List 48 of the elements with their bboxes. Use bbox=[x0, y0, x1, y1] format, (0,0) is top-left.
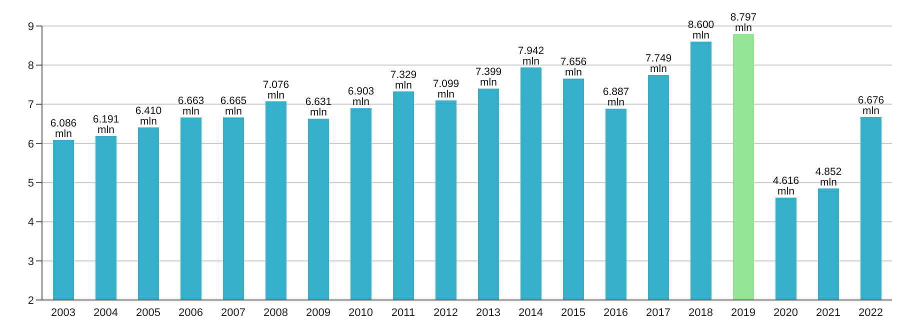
y-tick-label: 5 bbox=[28, 177, 34, 190]
x-tick-label: 2005 bbox=[136, 306, 160, 319]
x-tick-label: 2009 bbox=[306, 306, 330, 319]
x-tick-label: 2014 bbox=[518, 306, 543, 319]
x-tick-label: 2004 bbox=[94, 306, 118, 319]
x-tick-label: 2011 bbox=[391, 306, 416, 319]
y-tick-label: 2 bbox=[28, 294, 34, 307]
data-label: 6.676 mln bbox=[858, 94, 884, 117]
y-tick-label: 7 bbox=[28, 99, 34, 112]
data-label: 7.399 mln bbox=[475, 66, 502, 89]
data-label: 7.329 mln bbox=[390, 68, 417, 92]
x-tick-label: 2017 bbox=[646, 306, 670, 319]
x-tick-label: 2010 bbox=[348, 306, 373, 319]
data-label: 6.665 mln bbox=[220, 94, 247, 118]
data-label: 7.656 mln bbox=[560, 56, 587, 79]
y-tick-label: 9 bbox=[28, 20, 34, 33]
x-tick-label: 2013 bbox=[476, 306, 500, 319]
x-tick-label: 2016 bbox=[604, 306, 628, 319]
x-tick-label: 2020 bbox=[774, 306, 798, 319]
data-label: 4.852 mln bbox=[815, 166, 842, 188]
x-tick-label: 2019 bbox=[731, 306, 756, 319]
data-label: 6.410 mln bbox=[135, 104, 162, 128]
y-tick-label: 6 bbox=[28, 138, 34, 150]
y-tick-label: 8 bbox=[28, 60, 34, 72]
x-tick-label: 2021 bbox=[816, 306, 840, 319]
data-label: 6.663 mln bbox=[178, 94, 204, 118]
data-label: 8.797 mln bbox=[730, 11, 757, 34]
data-label: 7.749 mln bbox=[645, 52, 672, 75]
data-label: 6.903 mln bbox=[348, 86, 374, 108]
x-tick-label: 2006 bbox=[178, 306, 203, 319]
y-tick-label: 3 bbox=[28, 256, 34, 268]
x-tick-label: 2003 bbox=[51, 306, 76, 319]
x-tick-label: 2007 bbox=[221, 306, 246, 319]
data-label: 7.942 mln bbox=[518, 44, 544, 68]
data-label: 6.191 mln bbox=[92, 113, 120, 136]
data-label: 6.086 mln bbox=[50, 118, 77, 140]
x-tick-label: 2018 bbox=[688, 306, 713, 319]
data-label: 7.076 mln bbox=[262, 78, 290, 102]
data-label: 4.616 mln bbox=[772, 175, 800, 198]
x-tick-label: 2022 bbox=[858, 306, 883, 319]
data-label: 7.099 mln bbox=[432, 78, 460, 100]
data-label: 6.631 mln bbox=[305, 96, 332, 119]
x-tick-label: 2012 bbox=[434, 306, 458, 319]
y-tick-label: 4 bbox=[28, 216, 34, 229]
x-tick-label: 2008 bbox=[264, 306, 288, 319]
data-label: 8.600 mln bbox=[688, 19, 714, 42]
x-tick-label: 2015 bbox=[561, 306, 586, 319]
data-label: 6.887 mln bbox=[602, 86, 630, 109]
